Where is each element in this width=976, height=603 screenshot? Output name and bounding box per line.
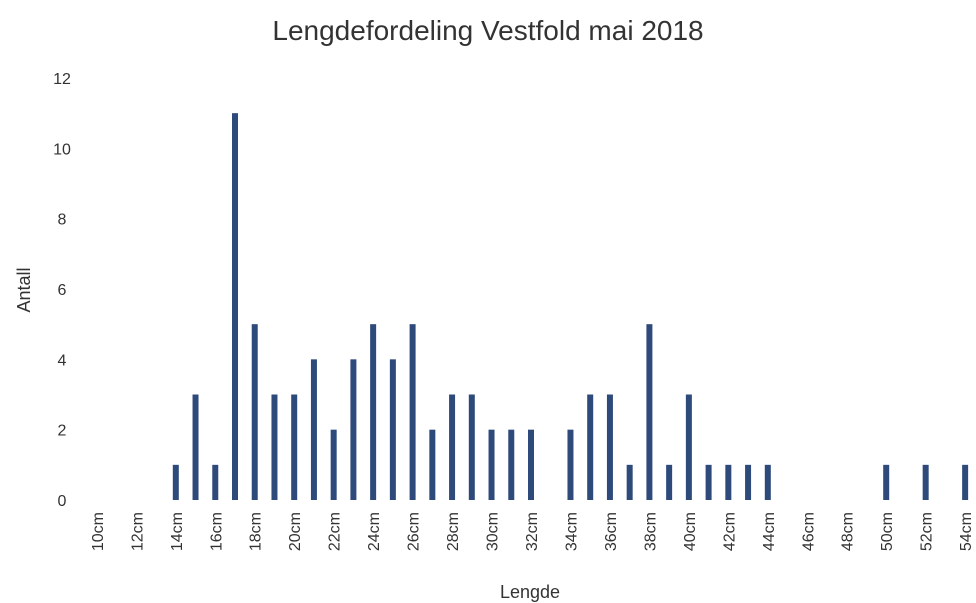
bar [330, 429, 337, 500]
x-tick-label: 18cm [248, 512, 265, 551]
x-tick-label: 16cm [208, 512, 225, 551]
y-tick-label: 10 [53, 141, 71, 158]
bar [212, 464, 219, 500]
x-tick-label: 14cm [169, 512, 186, 551]
bar [626, 464, 633, 500]
x-tick-label: 40cm [682, 512, 699, 551]
x-tick-label: 34cm [563, 512, 580, 551]
x-tick-label: 10cm [90, 512, 107, 551]
y-tick-label: 0 [58, 493, 67, 510]
x-tick-label: 48cm [840, 512, 857, 551]
bar [310, 359, 317, 500]
bar [468, 394, 475, 500]
bar [745, 464, 752, 500]
bar [232, 113, 238, 501]
bar [646, 324, 653, 500]
bar [350, 359, 357, 500]
x-tick-label: 52cm [919, 512, 936, 551]
bar [409, 324, 416, 500]
x-tick-label: 30cm [485, 512, 502, 551]
y-tick-label: 6 [58, 282, 67, 299]
x-tick-label: 12cm [129, 512, 146, 551]
bar [429, 429, 436, 500]
x-tick-label: 54cm [958, 512, 975, 551]
chart-title: Lengdefordeling Vestfold mai 2018 [272, 15, 703, 46]
x-tick-label: 22cm [327, 512, 344, 551]
x-tick-label: 38cm [642, 512, 659, 551]
bar [291, 394, 298, 500]
bar [922, 464, 929, 500]
x-tick-label: 46cm [800, 512, 817, 551]
bar [725, 464, 732, 500]
y-tick-label: 8 [58, 212, 67, 229]
x-tick-label: 24cm [366, 512, 383, 551]
x-tick-label: 50cm [879, 512, 896, 551]
y-tick-label: 2 [58, 423, 67, 440]
y-axis-title: Antall [14, 267, 34, 312]
bar [685, 394, 692, 500]
bar [271, 394, 278, 500]
x-axis-title: Lengde [500, 582, 560, 602]
x-tick-label: 36cm [603, 512, 620, 551]
bar [567, 429, 574, 500]
bar [370, 324, 377, 500]
bar [764, 464, 771, 500]
bar [488, 429, 495, 500]
x-tick-label: 28cm [445, 512, 462, 551]
bar [528, 429, 534, 500]
y-tick-label: 12 [53, 71, 71, 88]
bar [705, 464, 712, 500]
bar [449, 394, 456, 500]
x-tick-label: 20cm [287, 512, 304, 551]
x-tick-label: 32cm [524, 512, 541, 551]
bar [606, 394, 613, 500]
bar [883, 464, 890, 500]
bar [666, 464, 673, 500]
y-tick-label: 4 [58, 352, 67, 369]
bar [192, 394, 199, 500]
bar [172, 464, 179, 500]
x-tick-label: 26cm [406, 512, 423, 551]
bar [389, 359, 396, 500]
bar [251, 324, 258, 500]
x-tick-label: 42cm [721, 512, 738, 551]
x-tick-label: 44cm [761, 512, 778, 551]
bar [587, 394, 594, 500]
bar [508, 429, 515, 500]
bar [962, 464, 969, 500]
